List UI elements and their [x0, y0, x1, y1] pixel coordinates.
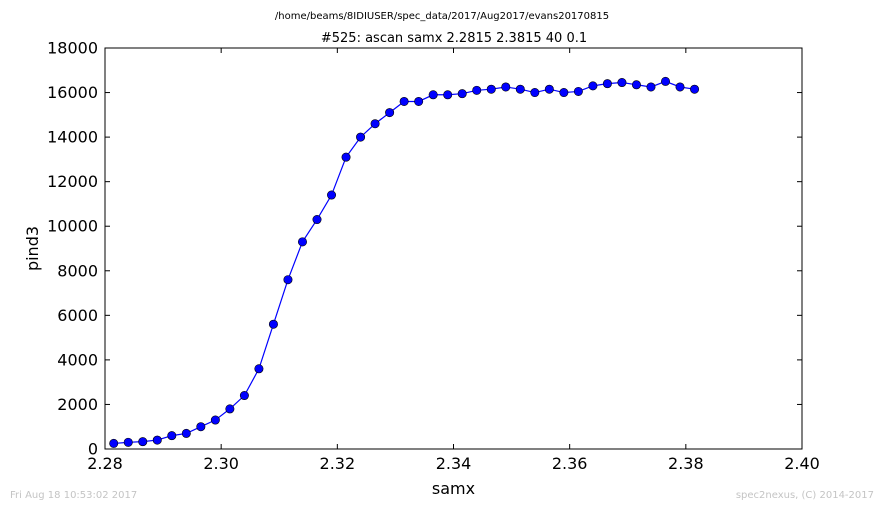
- data-point: [181, 428, 191, 438]
- y-axis-label: pind3: [23, 226, 42, 271]
- x-tick-label: 2.40: [784, 454, 820, 473]
- data-point: [530, 88, 540, 98]
- data-point: [690, 84, 700, 94]
- x-tick-label: 2.32: [320, 454, 356, 473]
- y-tick-label: 10000: [47, 217, 98, 236]
- data-point: [123, 437, 133, 447]
- data-point: [109, 438, 119, 448]
- data-point: [631, 80, 641, 90]
- data-point: [661, 76, 671, 86]
- data-point: [486, 84, 496, 94]
- data-point: [443, 90, 453, 100]
- data-point: [254, 364, 264, 374]
- y-tick-label: 18000: [47, 39, 98, 58]
- data-point: [602, 79, 612, 89]
- x-tick-label: 2.34: [436, 454, 472, 473]
- x-tick-label: 2.38: [668, 454, 704, 473]
- data-point: [210, 415, 220, 425]
- x-tick-label: 2.36: [552, 454, 588, 473]
- x-axis-label: samx: [432, 479, 475, 498]
- data-point: [196, 422, 206, 432]
- data-point: [675, 82, 685, 92]
- file-path-header: /home/beams/8IDIUSER/spec_data/2017/Aug2…: [275, 11, 609, 22]
- series-pind3: [109, 76, 700, 448]
- data-point: [588, 81, 598, 91]
- y-tick-label: 0: [88, 440, 98, 459]
- footer-credit: spec2nexus, (C) 2014-2017: [735, 490, 874, 501]
- data-point: [152, 435, 162, 445]
- series-line: [113, 80, 695, 445]
- data-point: [297, 237, 307, 247]
- y-tick-label: 8000: [57, 261, 98, 280]
- data-point: [283, 275, 293, 285]
- y-tick-label: 16000: [47, 83, 98, 102]
- y-tick-label: 12000: [47, 172, 98, 191]
- x-tick-label: 2.30: [203, 454, 239, 473]
- data-point: [559, 88, 569, 98]
- data-point: [370, 119, 380, 129]
- data-point: [501, 82, 511, 92]
- footer-timestamp: Fri Aug 18 10:53:02 2017: [10, 490, 138, 501]
- data-point: [327, 190, 337, 200]
- chart-title: #525: ascan samx 2.2815 2.3815 40 0.1: [321, 31, 587, 46]
- plot-area-frame: [104, 47, 803, 450]
- data-point: [312, 215, 322, 225]
- data-point: [472, 85, 482, 95]
- data-point: [573, 86, 583, 96]
- axes: 2.28 2.30 2.32 2.34 2.36 2.38 2.40 0 2000 4000 600…: [47, 39, 820, 474]
- data-point: [356, 132, 366, 142]
- data-point: [414, 96, 424, 106]
- data-point: [138, 437, 148, 447]
- data-point: [268, 319, 278, 329]
- data-point: [385, 108, 395, 118]
- y-tick-label: 2000: [57, 395, 98, 414]
- data-point: [225, 404, 235, 414]
- data-point: [167, 431, 177, 441]
- data-point: [341, 152, 351, 162]
- data-point: [457, 89, 467, 99]
- y-tick-label: 6000: [57, 306, 98, 325]
- data-point: [428, 90, 438, 100]
- data-point: [399, 96, 409, 106]
- data-point: [646, 82, 656, 92]
- y-tick-label: 4000: [57, 350, 98, 369]
- data-point: [617, 78, 627, 88]
- data-point: [544, 84, 554, 94]
- data-point: [515, 84, 525, 94]
- x-tick-label: 2.28: [87, 454, 123, 473]
- y-tick-label: 14000: [47, 128, 98, 147]
- data-point: [239, 391, 249, 401]
